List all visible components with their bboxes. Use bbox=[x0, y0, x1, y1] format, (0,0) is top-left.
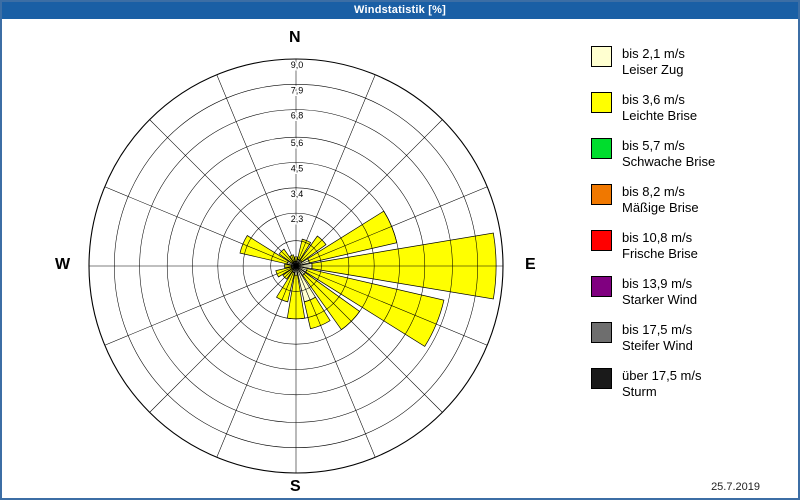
wind-legend: bis 2,1 m/s Leiser Zug bis 3,6 m/s Leich… bbox=[591, 46, 791, 414]
legend-swatch-leiser-zug bbox=[591, 46, 612, 67]
legend-speed: über 17,5 m/s bbox=[622, 368, 702, 383]
grid-spoke bbox=[104, 186, 297, 267]
legend-item: bis 17,5 m/s Steifer Wind bbox=[591, 322, 791, 353]
legend-label: Schwache Brise bbox=[622, 153, 716, 169]
axis-label: 7,9 bbox=[291, 85, 304, 95]
legend-label: Leichte Brise bbox=[622, 107, 698, 123]
legend-item: bis 13,9 m/s Starker Wind bbox=[591, 276, 791, 307]
compass-label-west: W bbox=[55, 256, 71, 273]
windrose-chart: 9,0 7,9 6,8 5,6 4,5 3,4 2,3 bbox=[2, 19, 798, 498]
legend-label: Frische Brise bbox=[622, 245, 698, 261]
windrose-svg: 9,0 7,9 6,8 5,6 4,5 3,4 2,3 bbox=[88, 58, 504, 474]
grid-spoke bbox=[149, 119, 297, 267]
axis-label: 3,4 bbox=[291, 189, 304, 199]
legend-label: Leiser Zug bbox=[622, 61, 684, 77]
legend-label: Steifer Wind bbox=[622, 337, 693, 353]
legend-swatch-starker-wind bbox=[591, 276, 612, 297]
legend-speed: bis 17,5 m/s bbox=[622, 322, 693, 337]
window-title: Windstatistik [%] bbox=[354, 4, 446, 16]
legend-speed: bis 13,9 m/s bbox=[622, 276, 693, 291]
axis-label: 6,8 bbox=[291, 111, 304, 121]
axis-label: 2,3 bbox=[291, 214, 304, 224]
title-bar: Windstatistik [%] bbox=[2, 2, 798, 19]
grid-spoke bbox=[295, 186, 488, 267]
legend-swatch-schwache-brise bbox=[591, 138, 612, 159]
grid-spoke bbox=[295, 119, 443, 267]
grid-spoke bbox=[104, 265, 297, 346]
legend-swatch-sturm bbox=[591, 368, 612, 389]
legend-speed: bis 5,7 m/s bbox=[622, 138, 685, 153]
wind-petal-SSE bbox=[303, 296, 331, 330]
legend-item: bis 8,2 m/s Mäßige Brise bbox=[591, 184, 791, 215]
grid-spoke bbox=[216, 265, 297, 458]
legend-speed: bis 10,8 m/s bbox=[622, 230, 693, 245]
legend-swatch-frische-brise bbox=[591, 230, 612, 251]
legend-speed: bis 3,6 m/s bbox=[622, 92, 685, 107]
compass-label-south: S bbox=[290, 478, 301, 495]
legend-swatch-leichte-brise bbox=[591, 92, 612, 113]
axis-label: 9,0 bbox=[291, 60, 304, 70]
legend-speed: bis 8,2 m/s bbox=[622, 184, 685, 199]
legend-item: bis 3,6 m/s Leichte Brise bbox=[591, 92, 791, 123]
axis-label: 4,5 bbox=[291, 164, 304, 174]
grid-spoke bbox=[295, 265, 488, 346]
compass-label-east: E bbox=[525, 256, 536, 273]
legend-swatch-steifer-wind bbox=[591, 322, 612, 343]
legend-item: über 17,5 m/s Sturm bbox=[591, 368, 791, 399]
legend-item: bis 2,1 m/s Leiser Zug bbox=[591, 46, 791, 77]
grid-spoke bbox=[295, 265, 376, 458]
compass-label-north: N bbox=[289, 29, 301, 46]
wind-petal-WNW bbox=[239, 235, 289, 265]
grid-spoke bbox=[295, 265, 443, 413]
legend-swatch-maessige-brise bbox=[591, 184, 612, 205]
legend-label: Sturm bbox=[622, 383, 657, 399]
grid-spoke bbox=[295, 74, 376, 267]
legend-label: Starker Wind bbox=[622, 291, 698, 307]
grid-spoke bbox=[149, 265, 297, 413]
legend-item: bis 5,7 m/s Schwache Brise bbox=[591, 138, 791, 169]
axis-label: 5,6 bbox=[291, 138, 304, 148]
date-stamp: 25.7.2019 bbox=[711, 481, 760, 493]
legend-label: Mäßige Brise bbox=[622, 199, 699, 215]
legend-item: bis 10,8 m/s Frische Brise bbox=[591, 230, 791, 261]
grid-spoke bbox=[216, 74, 297, 267]
legend-speed: bis 2,1 m/s bbox=[622, 46, 685, 61]
wind-petal-SSW bbox=[276, 271, 295, 303]
